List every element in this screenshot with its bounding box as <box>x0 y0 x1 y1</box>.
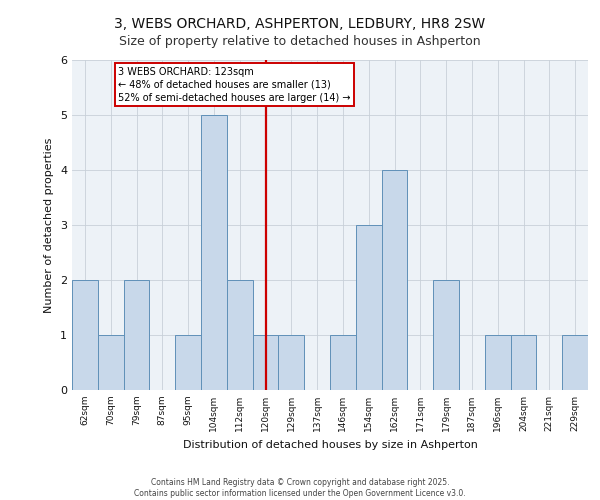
Bar <box>72 280 98 390</box>
Bar <box>278 335 304 390</box>
Bar <box>562 335 588 390</box>
Text: Size of property relative to detached houses in Ashperton: Size of property relative to detached ho… <box>119 35 481 48</box>
Text: Contains HM Land Registry data © Crown copyright and database right 2025.
Contai: Contains HM Land Registry data © Crown c… <box>134 478 466 498</box>
Bar <box>227 280 253 390</box>
Bar <box>201 115 227 390</box>
Text: 3 WEBS ORCHARD: 123sqm
← 48% of detached houses are smaller (13)
52% of semi-det: 3 WEBS ORCHARD: 123sqm ← 48% of detached… <box>118 66 351 103</box>
X-axis label: Distribution of detached houses by size in Ashperton: Distribution of detached houses by size … <box>182 440 478 450</box>
Bar <box>175 335 201 390</box>
Bar <box>253 335 278 390</box>
Text: 3, WEBS ORCHARD, ASHPERTON, LEDBURY, HR8 2SW: 3, WEBS ORCHARD, ASHPERTON, LEDBURY, HR8… <box>115 18 485 32</box>
Bar <box>433 280 459 390</box>
Bar <box>124 280 149 390</box>
Bar <box>98 335 124 390</box>
Bar <box>485 335 511 390</box>
Bar <box>330 335 356 390</box>
Bar <box>356 225 382 390</box>
Bar <box>511 335 536 390</box>
Y-axis label: Number of detached properties: Number of detached properties <box>44 138 55 312</box>
Bar <box>382 170 407 390</box>
